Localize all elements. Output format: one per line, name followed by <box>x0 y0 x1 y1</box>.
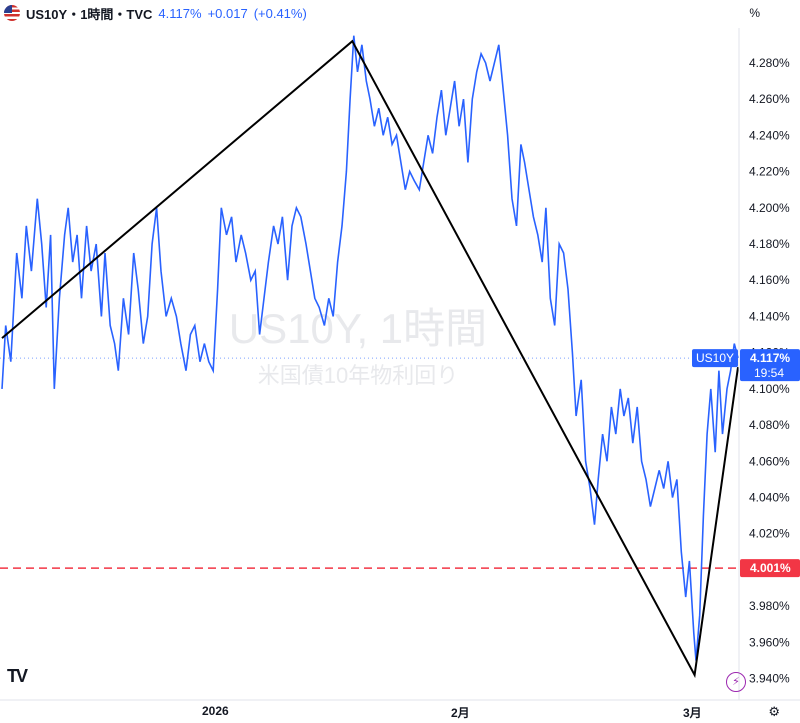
chart-header: US10Y・1時間・TVC 4.117% +0.017 (+0.41%) <box>0 0 307 26</box>
countdown-timer: 19:54 <box>754 366 784 380</box>
last-price: 4.117% <box>158 5 202 21</box>
percent-toggle-button[interactable]: % <box>749 6 760 20</box>
y-tick-label: 3.980% <box>749 599 790 613</box>
price-change: +0.017 <box>207 5 248 21</box>
y-tick-label: 4.200% <box>749 201 790 215</box>
y-tick-label: 3.940% <box>749 672 790 686</box>
us-flag-icon <box>4 5 20 21</box>
y-tick-label: 4.260% <box>749 92 790 106</box>
price-tags: US10Y 4.117%19:54 4.001% <box>692 349 800 578</box>
y-tick-label: 4.140% <box>749 309 790 323</box>
y-tick-label: 4.080% <box>749 418 790 432</box>
watermark-name: 米国債10年物利回り <box>258 363 458 388</box>
watermark: US10Y, 1時間 米国債10年物利回り <box>229 305 487 388</box>
settings-icon[interactable]: ⚙ <box>768 704 780 719</box>
x-label-feb: 2月 <box>451 706 470 720</box>
y-tick-label: 4.240% <box>749 128 790 142</box>
watermark-symbol: US10Y, 1時間 <box>229 305 487 352</box>
y-tick-label: 4.040% <box>749 491 790 505</box>
red-line-tag <box>740 559 800 578</box>
y-tick-label: 4.280% <box>749 56 790 70</box>
price-series-line <box>1 35 739 661</box>
x-label-mar: 3月 <box>683 706 702 720</box>
y-tick-label: 3.960% <box>749 635 790 649</box>
y-tick-label: 4.060% <box>749 454 790 468</box>
price-change-pct: (+0.41%) <box>253 5 307 21</box>
symbol-title[interactable]: US10Y・1時間・TVC <box>26 6 153 22</box>
x-label-2026: 2026 <box>202 704 229 718</box>
symbol-tag-label: US10Y <box>696 351 734 365</box>
y-tick-label: 4.160% <box>749 273 790 287</box>
flash-icon[interactable]: ⚡ <box>726 672 746 692</box>
symbol-tag <box>692 349 738 368</box>
red-line-tag-value: 4.001% <box>750 561 791 575</box>
y-tick-label: 4.100% <box>749 382 790 396</box>
y-tick-label: 4.020% <box>749 527 790 541</box>
trend-line[interactable] <box>1 39 739 679</box>
y-tick-label: 4.220% <box>749 165 790 179</box>
tradingview-logo[interactable]: TV <box>7 666 28 686</box>
current-price-tag <box>740 349 800 382</box>
y-tick-label: 4.180% <box>749 237 790 251</box>
current-price-tag-value: 4.117% <box>750 351 790 365</box>
